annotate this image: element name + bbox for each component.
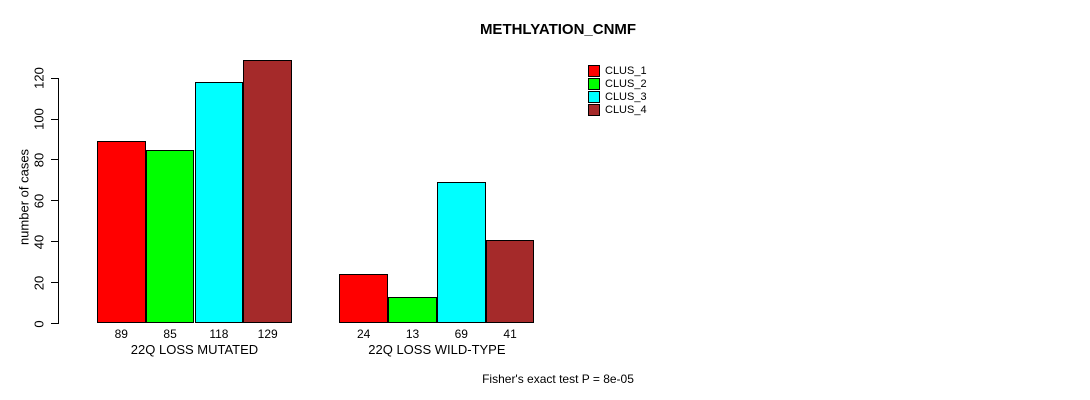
y-tick (51, 241, 59, 243)
bar (485, 239, 535, 324)
y-tick (51, 200, 59, 202)
bar (145, 149, 195, 324)
y-tick-label: 60 (31, 193, 47, 209)
x-category-label: 22Q LOSS MUTATED (130, 342, 259, 357)
y-tick-label: 0 (31, 319, 47, 328)
legend-item: CLUS_1 (588, 64, 647, 77)
y-tick-label: 20 (31, 275, 47, 290)
bar-value-label: 85 (163, 327, 177, 341)
bar-value-label: 13 (405, 327, 420, 341)
footnote-text: Fisher's exact test P = 8e-05 (482, 372, 634, 386)
legend-item-label: CLUS_4 (605, 104, 647, 117)
bar-value-label: 129 (257, 327, 278, 341)
bar (194, 82, 244, 324)
chart-title: METHLYATION_CNMF (479, 21, 637, 38)
y-tick-label: 100 (31, 108, 47, 130)
y-tick (51, 159, 59, 161)
bar-value-label: 69 (454, 327, 468, 341)
y-tick (51, 118, 59, 120)
bar (243, 59, 293, 324)
y-tick-label: 80 (31, 152, 47, 168)
legend-item-label: CLUS_3 (605, 91, 647, 104)
bar-value-label: 41 (503, 327, 517, 341)
legend-swatch (588, 104, 600, 117)
bar-value-label: 118 (209, 327, 229, 341)
legend-item-label: CLUS_2 (605, 77, 647, 90)
legend-item: CLUS_2 (588, 77, 647, 90)
legend-swatch (588, 91, 600, 104)
bar (96, 141, 146, 324)
y-tick-label: 40 (31, 234, 47, 249)
legend-item-label: CLUS_1 (605, 64, 647, 77)
y-tick-label: 120 (31, 67, 47, 89)
y-tick (51, 282, 59, 284)
bar (436, 182, 486, 324)
y-tick (51, 77, 59, 79)
y-tick (51, 323, 59, 324)
x-category-label: 22Q LOSS WILD-TYPE (368, 342, 506, 357)
bar (388, 296, 437, 324)
bar-value-label: 89 (114, 327, 128, 341)
y-axis-label: number of cases (16, 148, 32, 246)
bar-value-label: 24 (357, 327, 371, 341)
legend-item: CLUS_4 (588, 104, 647, 117)
legend-swatch (588, 64, 600, 77)
legend-swatch (588, 77, 600, 90)
legend-item: CLUS_3 (588, 91, 647, 104)
bar (339, 274, 389, 324)
